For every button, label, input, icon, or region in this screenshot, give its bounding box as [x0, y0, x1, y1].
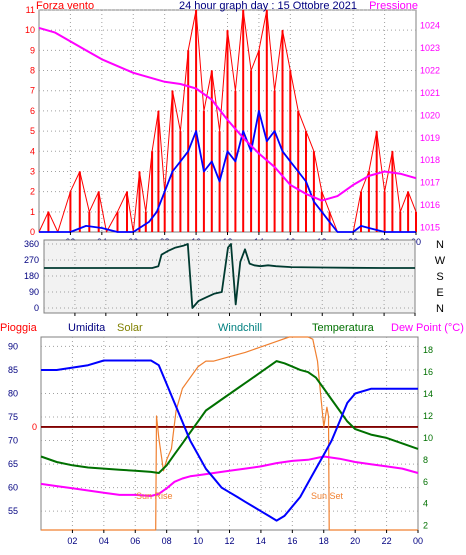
x-tick-label: 20 — [350, 536, 360, 546]
y-right-tick-label: 1019 — [420, 133, 440, 143]
x-tick-label: 06 — [130, 536, 140, 546]
compass-label: S — [436, 271, 443, 283]
y-left-tick-label: 65 — [8, 459, 18, 469]
x-tick-label: 16 — [287, 536, 297, 546]
y-left-tick-label: 85 — [8, 365, 18, 375]
x-tick-label: 10 — [193, 536, 203, 546]
series-wind-average — [39, 110, 416, 233]
temperature-humidity-chart: 55 60 65 70 75 80 85 90 2 4 6 8 10 12 14 16 18 02 04 06 08 10… — [0, 322, 464, 546]
series-pressure — [38, 26, 417, 202]
legend-windchill: Windchill — [218, 322, 262, 334]
annotation-sun-set: Sun Set — [311, 491, 344, 501]
series-layer — [38, 9, 417, 233]
y-left-tick-label: 4 — [30, 146, 35, 156]
series-humidity — [41, 359, 418, 522]
compass-label: W — [435, 255, 446, 267]
y-left-tick-label: 2 — [30, 187, 35, 197]
y-left-tick-label: 55 — [8, 506, 18, 516]
y-right-tick-label: 6 — [423, 477, 428, 487]
y-tick-label: 0 — [34, 303, 39, 313]
legend-dew-point: Dew Point (°C) — [391, 322, 464, 334]
y-right-tick-label: 2 — [423, 521, 428, 531]
y-right-tick-label: 12 — [423, 411, 433, 421]
series-wind-direction — [44, 243, 415, 309]
compass-label: N — [436, 303, 444, 315]
series-layer — [40, 336, 419, 531]
y-tick-label: 360 — [24, 239, 39, 249]
y-left-tick-label: 1 — [30, 207, 35, 217]
legend-umidita: Umidita — [68, 322, 106, 334]
x-tick-label: 12 — [224, 536, 234, 546]
y-right-tick-label: 4 — [423, 499, 428, 509]
y-right-tick-label: 1024 — [420, 21, 440, 31]
x-tick-label: 02 — [67, 536, 77, 546]
y-left-tick-label: 6 — [30, 106, 35, 116]
series-layer — [44, 243, 415, 309]
y-left-tick-label: 9 — [30, 45, 35, 55]
y-tick-label: 180 — [24, 271, 39, 281]
y-right-tick-label: 1021 — [420, 88, 440, 98]
series-solar — [41, 336, 418, 531]
y-right-tick-label: 14 — [423, 389, 433, 399]
series-temperature — [40, 360, 419, 474]
y-right-tick-label: 18 — [423, 345, 433, 355]
x-tick-label: 08 — [162, 536, 172, 546]
compass-label: E — [436, 287, 443, 299]
y-left-tick-label: 75 — [8, 412, 18, 422]
y-left-tick-label: 8 — [30, 66, 35, 76]
wind-pressure-chart: 0 1 2 3 4 5 6 7 8 9 10 11 1015 1016 1017 1018 1019 1020 10… — [25, 0, 440, 247]
y-right-tick-label: 1015 — [420, 223, 440, 233]
compass-label: N — [436, 239, 444, 251]
grid — [44, 240, 415, 313]
series-wind-force-line — [38, 9, 417, 233]
rain-level-label: 0 — [32, 422, 37, 432]
right-axis-label: Pressione — [369, 0, 418, 12]
y-right-tick-label: 1018 — [420, 155, 440, 165]
legend-solar: Solar — [117, 322, 143, 334]
axis-layer: 360 N 270 W 180 S 90 E 0 N — [24, 239, 446, 316]
y-right-tick-label: 1016 — [420, 200, 440, 210]
y-left-tick-label: 10 — [25, 25, 35, 35]
y-right-tick-label: 1017 — [420, 178, 440, 188]
y-left-tick-label: 90 — [8, 341, 18, 351]
x-tick-label: 04 — [99, 536, 109, 546]
y-tick-label: 270 — [24, 255, 39, 265]
legend-temperatura: Temperatura — [312, 322, 375, 334]
axis-layer: 55 60 65 70 75 80 85 90 2 4 6 8 10 12 14 16 18 02 04 06 08 10… — [8, 341, 433, 546]
chart-title: 24 hour graph day : 15 Ottobre 2021 — [179, 0, 357, 12]
x-tick-label: 22 — [382, 536, 392, 546]
y-left-tick-label: 80 — [8, 388, 18, 398]
legend-pioggia: Pioggia — [0, 322, 38, 334]
y-right-tick-label: 10 — [423, 433, 433, 443]
left-axis-label: Forza vento — [36, 0, 94, 12]
y-left-tick-label: 60 — [8, 483, 18, 493]
y-right-tick-label: 1020 — [420, 110, 440, 120]
y-left-tick-label: 5 — [30, 126, 35, 136]
grid — [41, 337, 418, 530]
x-tick-label: 00 — [411, 237, 421, 247]
annotation-sun-rise: Sun Rise — [136, 491, 173, 501]
y-tick-label: 90 — [29, 287, 39, 297]
y-left-tick-label: 70 — [8, 436, 18, 446]
x-tick-label: 18 — [319, 536, 329, 546]
series-dew-point — [40, 455, 419, 497]
y-left-tick-label: 7 — [30, 86, 35, 96]
y-left-tick-label: 3 — [30, 166, 35, 176]
y-left-tick-label: 11 — [26, 5, 35, 15]
x-tick-label: 00 — [413, 536, 423, 546]
y-right-tick-label: 1022 — [420, 66, 440, 76]
y-right-tick-label: 1023 — [420, 43, 440, 53]
y-left-tick-label: 0 — [30, 227, 35, 237]
y-right-tick-label: 8 — [423, 455, 428, 465]
y-right-tick-label: 16 — [423, 367, 433, 377]
wind-direction-chart: 360 N 270 W 180 S 90 E 0 N — [24, 239, 446, 316]
x-tick-label: 14 — [256, 536, 266, 546]
